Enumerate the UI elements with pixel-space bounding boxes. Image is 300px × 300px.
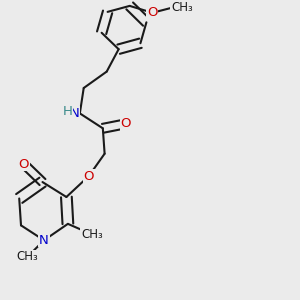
Text: O: O <box>19 158 29 171</box>
Text: O: O <box>83 169 94 183</box>
Text: CH₃: CH₃ <box>17 250 38 263</box>
Text: O: O <box>120 117 131 130</box>
Text: CH₃: CH₃ <box>81 228 103 241</box>
Text: CH₃: CH₃ <box>171 2 193 14</box>
Text: N: N <box>39 234 49 247</box>
Text: H: H <box>62 105 72 119</box>
Text: N: N <box>70 107 80 120</box>
Text: O: O <box>147 6 158 19</box>
